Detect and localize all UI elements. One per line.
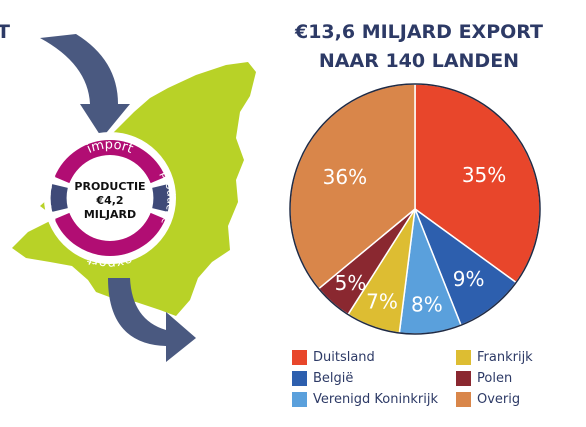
ring-center-line-1: PRODUCTIE <box>74 180 145 193</box>
pie-data-label: 35% <box>462 163 506 187</box>
ring-label-doorvoer: doorvoer <box>40 169 59 226</box>
legend-swatch <box>456 392 471 407</box>
pie-data-label: 5% <box>335 271 367 295</box>
ring-center <box>67 155 153 241</box>
legend-item: Duitsland <box>292 350 375 365</box>
left-graphic: T PRODUCTIE €4,2 MILJARD import export p… <box>0 21 256 362</box>
arrow-right-icon <box>108 278 196 362</box>
legend-label: Verenigd Koninkrijk <box>313 392 438 407</box>
ring-arc-top <box>54 140 166 184</box>
chart-title-line-1: €13,6 MILJARD EXPORT <box>294 21 543 43</box>
legend-label: Frankrijk <box>477 350 533 365</box>
ring-label-productie: productie <box>158 169 177 228</box>
pie-outline <box>289 83 541 335</box>
pie-data-label: 8% <box>411 292 443 316</box>
legend-item: Frankrijk <box>456 350 533 365</box>
ring-arc-right <box>152 184 170 212</box>
legend-label: Polen <box>477 371 513 386</box>
ring-center-line-2: €4,2 <box>95 194 123 207</box>
ring-center-line-3: MILJARD <box>84 208 136 221</box>
pie-data-label: 9% <box>453 267 485 291</box>
legend-label: België <box>313 371 354 386</box>
pie-chart: €13,6 MILJARD EXPORT NAAR 140 LANDEN 35%… <box>289 21 543 335</box>
legend-label: Duitsland <box>313 350 375 365</box>
cut-title-fragment: T <box>0 21 10 43</box>
legend-item: België <box>292 371 353 386</box>
arrow-down-icon <box>40 34 130 138</box>
ring-arc-bottom <box>54 212 166 256</box>
pie-data-label: 36% <box>323 165 367 189</box>
pie-slices <box>289 83 541 335</box>
legend-swatch <box>456 350 471 365</box>
legend-item: Polen <box>456 371 512 386</box>
pie-labels: 35% 9% 8% 7%5% 36% <box>323 163 507 316</box>
legend-swatch <box>292 392 307 407</box>
legend-swatch <box>456 371 471 386</box>
legend-label: Overig <box>477 392 521 407</box>
legend-item: Verenigd Koninkrijk <box>292 392 438 407</box>
pie-data-label: 7% <box>366 290 398 314</box>
ring-arc-left <box>50 184 68 212</box>
legend-swatch <box>292 371 307 386</box>
chart-title-line-2: NAAR 140 LANDEN <box>319 50 519 72</box>
legend-item: Overig <box>456 392 520 407</box>
legend-swatch <box>292 350 307 365</box>
